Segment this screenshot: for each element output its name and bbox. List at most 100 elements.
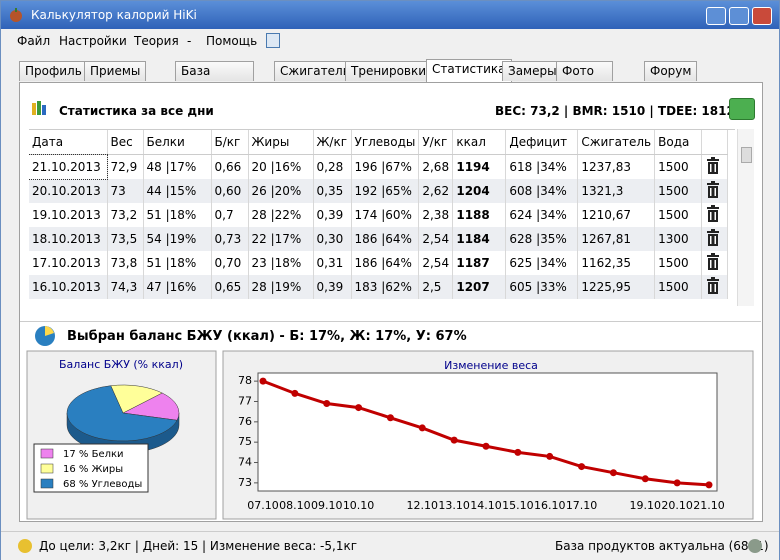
column-header-empty [701,130,729,155]
status-right: База продуктов актуальна (6811) [555,539,769,553]
legend-swatch [40,478,54,489]
table-cell: 51 |18% [143,251,212,275]
minimize-button[interactable] [706,7,726,25]
table-cell: 23 |18% [248,251,314,275]
table-cell: 0,35 [313,179,352,203]
weight-point [259,377,267,385]
status-bar: До цели: 3,2кг | Дней: 15 | Изменение ве… [1,531,779,560]
table-row[interactable]: 19.10.2013 73,2 51 |18% 0,7 28 |22% 0,39 174 |… [29,203,729,227]
tab[interactable]: Статистика [426,59,512,82]
delete-cell [701,203,729,227]
delete-cell [701,275,729,299]
column-header[interactable]: Вес [107,130,144,155]
menu-item[interactable]: Теория [134,34,179,48]
delete-icon[interactable] [705,228,721,247]
table-cell: 1500 [654,275,703,299]
x-tick-label: 08.10 [279,499,311,512]
table-row[interactable]: 20.10.2013 73 44 |15% 0,60 26 |20% 0,35 192 |6… [29,179,729,203]
table-cell: 51 |18% [143,203,212,227]
column-header[interactable]: Дефицит [505,130,579,155]
column-header[interactable]: Сжигатель [577,130,656,155]
table-cell: 1321,3 [577,179,656,203]
table-row[interactable]: 16.10.2013 74,3 47 |16% 0,65 28 |19% 0,39 183 … [29,275,729,299]
delete-icon[interactable] [705,156,721,175]
delete-icon[interactable] [705,276,721,295]
table-cell: 0,30 [313,227,352,251]
scroll-thumb[interactable] [741,147,752,163]
column-header[interactable]: Ж/кг [313,130,352,155]
y-tick-label: 77 [238,394,252,407]
table-row[interactable]: 18.10.2013 73,5 54 |19% 0,73 22 |17% 0,30 186 … [29,227,729,251]
table-cell: 1184 [452,227,507,251]
column-header[interactable]: Жиры [248,130,314,155]
scrollbar[interactable] [737,129,754,306]
tab[interactable]: Тренировки [345,61,433,81]
weight-point [546,452,554,460]
menu-item[interactable]: Файл [17,34,51,48]
column-header[interactable]: Вода [654,130,703,155]
table-cell: 1204 [452,179,507,203]
balance-title: Выбран баланс БЖУ (ккал) - Б: 17%, Ж: 17… [67,329,467,344]
table-cell: 192 |65% [351,179,420,203]
delete-icon[interactable] [705,180,721,199]
tab[interactable]: Сжигатель [274,61,356,81]
delete-icon[interactable] [705,204,721,223]
charts: Баланс БЖУ (% ккал) 17 % Белки 16 % Жиры 68… [26,350,754,520]
table-cell: 22 |17% [248,227,314,251]
table-cell: 26 |20% [248,179,314,203]
close-button[interactable] [752,7,772,25]
x-tick-label: 17.10 [566,499,598,512]
table-cell: 48 |17% [143,154,212,179]
table-cell: 1194 [452,154,507,179]
tab[interactable]: Профиль [19,61,88,81]
chart-title: Изменение веса [444,359,538,372]
menu-icon[interactable] [266,33,280,48]
tab[interactable]: Замеры [502,61,563,81]
table-cell: 2,54 [418,227,454,251]
separator [20,321,761,322]
table-cell: 72,9 [107,154,144,179]
x-tick-label: 15.10 [502,499,534,512]
y-tick-label: 74 [238,456,252,469]
x-tick-label: 16.10 [534,499,566,512]
delete-icon[interactable] [705,252,721,271]
table-cell: 1237,83 [577,154,656,179]
weight-point [641,475,649,483]
table-cell: 186 |64% [351,251,420,275]
tab[interactable]: Форум [644,61,698,81]
table-cell: 174 |60% [351,203,420,227]
maximize-button[interactable] [729,7,749,25]
x-tick-label: 14.10 [470,499,502,512]
table-cell: 605 |33% [505,275,579,299]
column-header[interactable]: Б/кг [211,130,249,155]
export-button[interactable] [729,98,755,120]
table-row[interactable]: 21.10.2013 72,9 48 |17% 0,66 20 |16% 0,28 196 … [29,153,729,180]
table-cell: 186 |64% [351,227,420,251]
weight-point [609,469,617,477]
table-cell: 17.10.2013 [29,251,108,275]
column-header[interactable]: ккал [452,130,507,155]
delete-cell [701,154,729,179]
table-row[interactable]: 17.10.2013 73,8 51 |18% 0,70 23 |18% 0,31 186 … [29,251,729,275]
delete-cell [701,251,729,275]
table-cell: 2,68 [418,154,454,179]
x-tick-label: 20.10 [661,499,693,512]
table-cell: 0,31 [313,251,352,275]
y-tick-label: 75 [238,435,252,448]
table-cell: 2,62 [418,179,454,203]
column-header[interactable]: Дата [29,130,108,155]
pie-slice [66,385,178,442]
menu-item[interactable]: - [187,34,192,48]
column-header[interactable]: Белки [143,130,212,155]
table-cell: 2,5 [418,275,454,299]
menu-item[interactable]: Настройки [59,34,127,48]
weight-point [673,479,681,487]
table-cell: 1210,67 [577,203,656,227]
table-cell: 44 |15% [143,179,212,203]
stats-summary: ВЕС: 73,2 | BMR: 1510 | TDEE: 1812 [495,104,735,118]
pie-slice [122,392,180,421]
menu-item[interactable]: Помощь [206,34,258,48]
column-header[interactable]: Углеводы [351,130,420,155]
column-header[interactable]: У/кг [418,130,454,155]
